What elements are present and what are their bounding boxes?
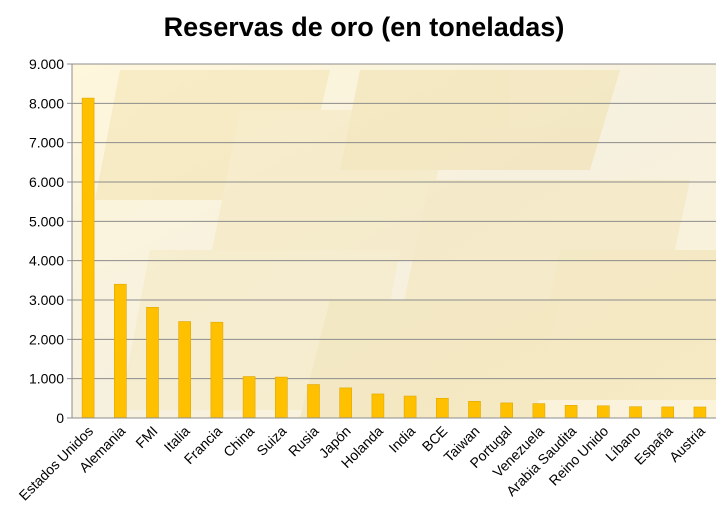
y-tick-label: 8.000: [29, 95, 64, 111]
y-tick-label: 0: [56, 410, 64, 426]
bar: [500, 402, 514, 419]
bar: [210, 321, 224, 419]
bar: [274, 376, 288, 419]
bar: [532, 403, 546, 419]
x-tick-label: India: [385, 423, 418, 456]
x-tick-label: Austria: [666, 423, 708, 465]
chart-title: Reservas de oro (en toneladas): [164, 12, 565, 42]
y-tick-label: 7.000: [29, 135, 64, 151]
y-axis-ticks: 0 1.000 2.000 3.000 4.000 5.000 6.000 7.000 8.00…: [29, 56, 72, 426]
y-tick-label: 2.000: [29, 331, 64, 347]
bar: [178, 321, 191, 419]
bar: [435, 397, 449, 419]
bar: [371, 393, 385, 419]
bar: [81, 97, 95, 419]
bar: [339, 387, 353, 419]
bar: [114, 283, 127, 419]
bar: [564, 404, 578, 419]
bar: [693, 406, 707, 419]
x-tick-label: Rusia: [285, 423, 322, 460]
x-tick-label: Suiza: [253, 423, 289, 459]
bar: [629, 406, 642, 419]
y-tick-label: 1.000: [29, 371, 64, 387]
y-tick-label: 6.000: [29, 174, 64, 190]
bar: [596, 405, 610, 419]
bar: [468, 401, 481, 419]
x-tick-label: China: [220, 423, 257, 460]
y-tick-label: 5.000: [29, 213, 64, 229]
bar: [242, 376, 256, 419]
plot-area: [71, 63, 716, 419]
bar: [146, 307, 159, 419]
bar: [403, 395, 417, 419]
gold-bars-background-image: [95, 70, 716, 418]
y-tick-label: 9.000: [29, 56, 64, 72]
y-tick-label: 4.000: [29, 253, 64, 269]
y-tick-label: 3.000: [29, 292, 64, 308]
bar: [307, 384, 320, 419]
bars: [81, 97, 707, 419]
x-tick-label: FMI: [132, 423, 160, 451]
bar: [661, 406, 675, 419]
